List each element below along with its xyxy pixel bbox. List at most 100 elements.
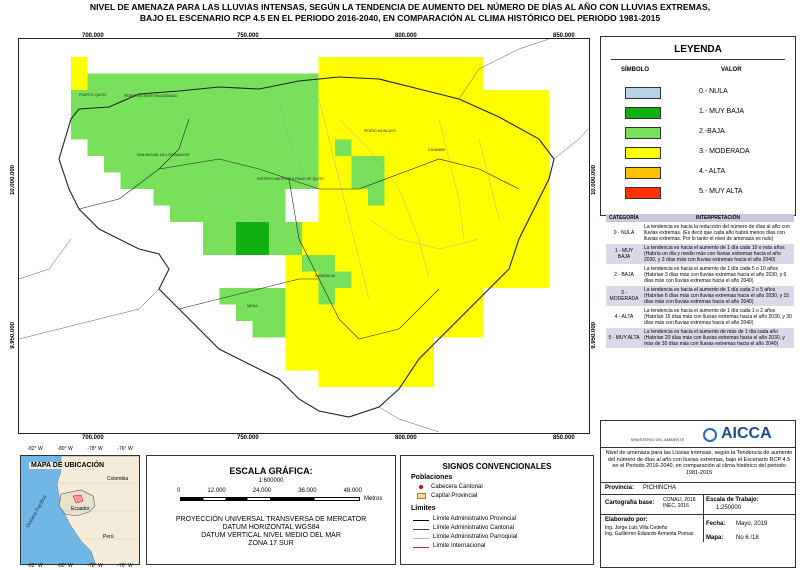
- cell-moderada: [351, 90, 368, 107]
- cell-moderada: [434, 255, 451, 272]
- cell-baja: [269, 106, 286, 123]
- cell-moderada: [434, 238, 451, 255]
- cell-moderada: [401, 106, 418, 123]
- cell-baja: [219, 172, 236, 189]
- cell-muy-baja: [252, 222, 269, 239]
- y-tick-left-10000000: 10.000.000: [10, 165, 16, 196]
- cell-moderada: [368, 106, 385, 123]
- cartografia-value: CONALI, 2018: [663, 497, 696, 503]
- map-title: NIVEL DE AMENAZA PARA LAS LLUVIAS INTENS…: [0, 2, 800, 24]
- cell-baja: [236, 205, 253, 222]
- legend-panel: LEYENDA SÍMBOLO VALOR 0.- NULA 1.- MUY BA…: [600, 36, 796, 216]
- cell-moderada: [434, 222, 451, 239]
- cell-baja: [170, 90, 187, 107]
- cell-baja: [269, 123, 286, 140]
- cell-moderada: [318, 354, 335, 371]
- cell-moderada: [417, 57, 434, 74]
- cell-moderada: [434, 90, 451, 107]
- cell-muy-baja: [236, 222, 253, 239]
- cell-moderada: [368, 370, 385, 387]
- cell-moderada: [467, 189, 484, 206]
- cell-moderada: [368, 222, 385, 239]
- province-boundary: [58, 76, 555, 418]
- interp-category: 3 - MODERADA: [606, 285, 642, 307]
- cell-moderada: [483, 189, 500, 206]
- cell-moderada: [318, 139, 335, 156]
- cell-moderada: [302, 304, 319, 321]
- cell-moderada: [351, 123, 368, 140]
- interp-text: La tendencia es hacia la reducción del n…: [642, 222, 794, 244]
- place-label: MEJIA: [247, 304, 258, 308]
- cell-moderada: [335, 321, 352, 338]
- cell-baja: [186, 189, 203, 206]
- cell-moderada: [71, 73, 88, 90]
- cell-moderada: [384, 156, 401, 173]
- cell-moderada: [384, 304, 401, 321]
- cell-moderada: [351, 255, 368, 272]
- cell-baja: [153, 90, 170, 107]
- interp-category: 4 - ALTA: [606, 306, 642, 328]
- legend-swatch: [625, 187, 661, 199]
- cell-moderada: [516, 189, 533, 206]
- cell-moderada: [285, 288, 302, 305]
- cell-moderada: [318, 123, 335, 140]
- cell-moderada: [533, 205, 550, 222]
- cell-moderada: [401, 205, 418, 222]
- cell-moderada: [335, 222, 352, 239]
- loc-top-tick: -80° W: [57, 446, 73, 452]
- cell-moderada: [516, 205, 533, 222]
- fecha-label: Fecha:: [706, 521, 726, 527]
- legend-col-value: VALOR: [721, 67, 742, 73]
- cell-baja: [252, 90, 269, 107]
- cell-moderada: [467, 73, 484, 90]
- cell-moderada: [401, 90, 418, 107]
- cell-moderada: [302, 222, 319, 239]
- projection-line: PROYECCIÓN UNIVERSAL TRANSVERSA DE MERCA…: [175, 516, 367, 523]
- cell-baja: [252, 106, 269, 123]
- cell-moderada: [368, 90, 385, 107]
- scale-panel: ESCALA GRÁFICA: 1:600000 0 12.000 24.000…: [146, 455, 396, 565]
- cell-moderada: [318, 337, 335, 354]
- pichincha-highlight: [72, 494, 84, 504]
- title-line-2: BAJO EL ESCENARIO RCP 4.5 EN EL PERIODO …: [139, 13, 661, 23]
- cell-moderada: [417, 337, 434, 354]
- cell-baja: [368, 156, 385, 173]
- cell-baja: [269, 321, 286, 338]
- cell-baja: [219, 156, 236, 173]
- cell-baja: [170, 123, 187, 140]
- interp-text: La tendencia es hacia el aumento de 1 dí…: [642, 285, 794, 307]
- cell-baja: [236, 123, 253, 140]
- cell-baja: [87, 139, 104, 156]
- cell-moderada: [335, 123, 352, 140]
- y-tick-left-9950000: 9.950.000: [10, 322, 16, 349]
- cell-moderada: [483, 156, 500, 173]
- cell-moderada: [483, 238, 500, 255]
- elaborado-person: Ing. Jorge Luis Villa Cedeño: [605, 525, 668, 531]
- cell-moderada: [384, 370, 401, 387]
- cell-moderada: [417, 222, 434, 239]
- capital-symbol: [417, 493, 426, 499]
- cell-moderada: [335, 205, 352, 222]
- cell-moderada: [417, 189, 434, 206]
- cell-moderada: [318, 304, 335, 321]
- scale-title: ESCALA GRÁFICA:: [229, 466, 313, 476]
- limit-cantonal-label: Límite Administrativo Cantonal: [433, 525, 515, 531]
- signs-cabecera: Cabecera Cantonal: [431, 484, 483, 490]
- interp-col-category: CATEGORÍA: [606, 214, 642, 223]
- cell-moderada: [467, 222, 484, 239]
- interp-row: 0 - NULA La tendencia es hacia la reducci…: [606, 222, 794, 244]
- cell-moderada: [516, 172, 533, 189]
- cell-moderada: [368, 271, 385, 288]
- cabecera-symbol: [419, 485, 423, 489]
- main-map[interactable]: PUERTO QUITO PEDRO VICENTE MALDONADO SAN M…: [18, 38, 590, 434]
- cell-moderada: [401, 370, 418, 387]
- limit-provincial-label: Límite Administrativo Provincial: [433, 516, 517, 522]
- cell-baja: [285, 123, 302, 140]
- cell-moderada: [434, 123, 451, 140]
- cell-moderada: [483, 106, 500, 123]
- cell-moderada: [302, 288, 319, 305]
- cell-baja: [236, 189, 253, 206]
- cell-baja: [153, 73, 170, 90]
- cell-moderada: [318, 57, 335, 74]
- cell-baja: [186, 123, 203, 140]
